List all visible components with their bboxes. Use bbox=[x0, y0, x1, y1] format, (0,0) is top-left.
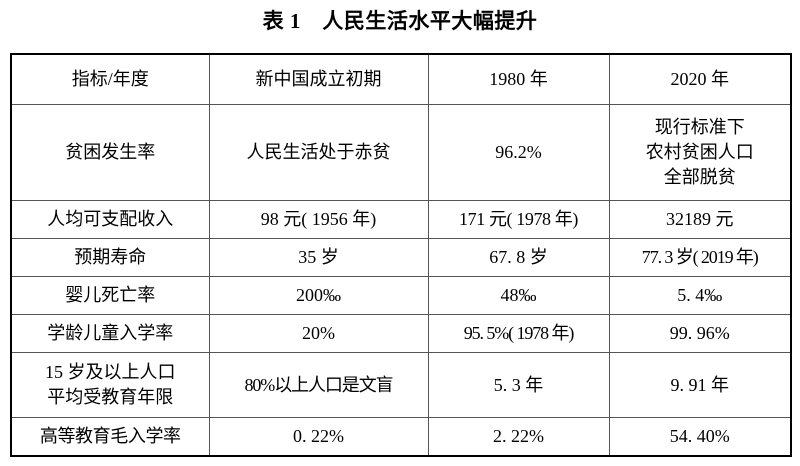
table-row: 人均可支配收入 98 元( 1956 年) 171 元( 1978 年) 321… bbox=[10, 200, 792, 239]
table-row: 15 岁及以上人口 平均受教育年限 80%以上人口是文盲 5. 3 年 9. 9… bbox=[10, 352, 792, 418]
cell-years-of-schooling-2020: 9. 91 年 bbox=[608, 352, 792, 418]
row-indicator-school-enrollment: 学龄儿童入学率 bbox=[10, 314, 210, 353]
row-indicator-poverty-rate: 贫困发生率 bbox=[10, 104, 210, 201]
cell-life-expectancy-2020: 77. 3 岁( 2019 年) bbox=[608, 238, 792, 277]
table-title-container: 表 1 人民生活水平大幅提升 bbox=[0, 6, 800, 36]
cell-infant-mortality-early-prc: 200‰ bbox=[208, 276, 429, 315]
cell-school-enrollment-2020: 99. 96% bbox=[608, 314, 792, 353]
cell-life-expectancy-early-prc: 35 岁 bbox=[208, 238, 429, 277]
column-header-1980: 1980 年 bbox=[427, 53, 610, 105]
table-row: 学龄儿童入学率 20% 95. 5%( 1978 年) 99. 96% bbox=[10, 314, 792, 353]
cell-school-enrollment-1980: 95. 5%( 1978 年) bbox=[427, 314, 610, 353]
cell-disposable-income-1980: 171 元( 1978 年) bbox=[427, 200, 610, 239]
cell-poverty-rate-1980: 96.2% bbox=[427, 104, 610, 201]
table-container: 指标/年度 新中国成立初期 1980 年 2020 年 贫困发生率 人民生活处于… bbox=[10, 53, 792, 457]
cell-higher-education-rate-early-prc: 0. 22% bbox=[208, 417, 429, 457]
cell-infant-mortality-1980: 48‰ bbox=[427, 276, 610, 315]
row-indicator-disposable-income: 人均可支配收入 bbox=[10, 200, 210, 239]
statistics-table: 指标/年度 新中国成立初期 1980 年 2020 年 贫困发生率 人民生活处于… bbox=[10, 53, 792, 457]
cell-disposable-income-2020: 32189 元 bbox=[608, 200, 792, 239]
cell-poverty-rate-2020: 现行标准下 农村贫困人口 全部脱贫 bbox=[608, 104, 792, 201]
column-header-early-prc: 新中国成立初期 bbox=[208, 53, 429, 105]
cell-life-expectancy-1980: 67. 8 岁 bbox=[427, 238, 610, 277]
cell-years-of-schooling-early-prc: 80%以上人口是文盲 bbox=[208, 352, 429, 418]
table-row: 高等教育毛入学率 0. 22% 2. 22% 54. 40% bbox=[10, 417, 792, 457]
row-indicator-life-expectancy: 预期寿命 bbox=[10, 238, 210, 277]
cell-infant-mortality-2020: 5. 4‰ bbox=[608, 276, 792, 315]
cell-years-of-schooling-1980: 5. 3 年 bbox=[427, 352, 610, 418]
cell-higher-education-rate-2020: 54. 40% bbox=[608, 417, 792, 457]
row-indicator-years-of-schooling: 15 岁及以上人口 平均受教育年限 bbox=[10, 352, 210, 418]
table-row: 贫困发生率 人民生活处于赤贫 96.2% 现行标准下 农村贫困人口 全部脱贫 bbox=[10, 104, 792, 201]
column-header-indicator: 指标/年度 bbox=[10, 53, 210, 105]
cell-disposable-income-early-prc: 98 元( 1956 年) bbox=[208, 200, 429, 239]
table-row: 预期寿命 35 岁 67. 8 岁 77. 3 岁( 2019 年) bbox=[10, 238, 792, 277]
table-header-row: 指标/年度 新中国成立初期 1980 年 2020 年 bbox=[10, 53, 792, 105]
page-title: 表 1 人民生活水平大幅提升 bbox=[262, 9, 538, 33]
cell-higher-education-rate-1980: 2. 22% bbox=[427, 417, 610, 457]
row-indicator-infant-mortality: 婴儿死亡率 bbox=[10, 276, 210, 315]
table-row: 婴儿死亡率 200‰ 48‰ 5. 4‰ bbox=[10, 276, 792, 315]
cell-poverty-rate-early-prc: 人民生活处于赤贫 bbox=[208, 104, 429, 201]
column-header-2020: 2020 年 bbox=[608, 53, 792, 105]
row-indicator-higher-education-rate: 高等教育毛入学率 bbox=[10, 417, 210, 457]
cell-school-enrollment-early-prc: 20% bbox=[208, 314, 429, 353]
